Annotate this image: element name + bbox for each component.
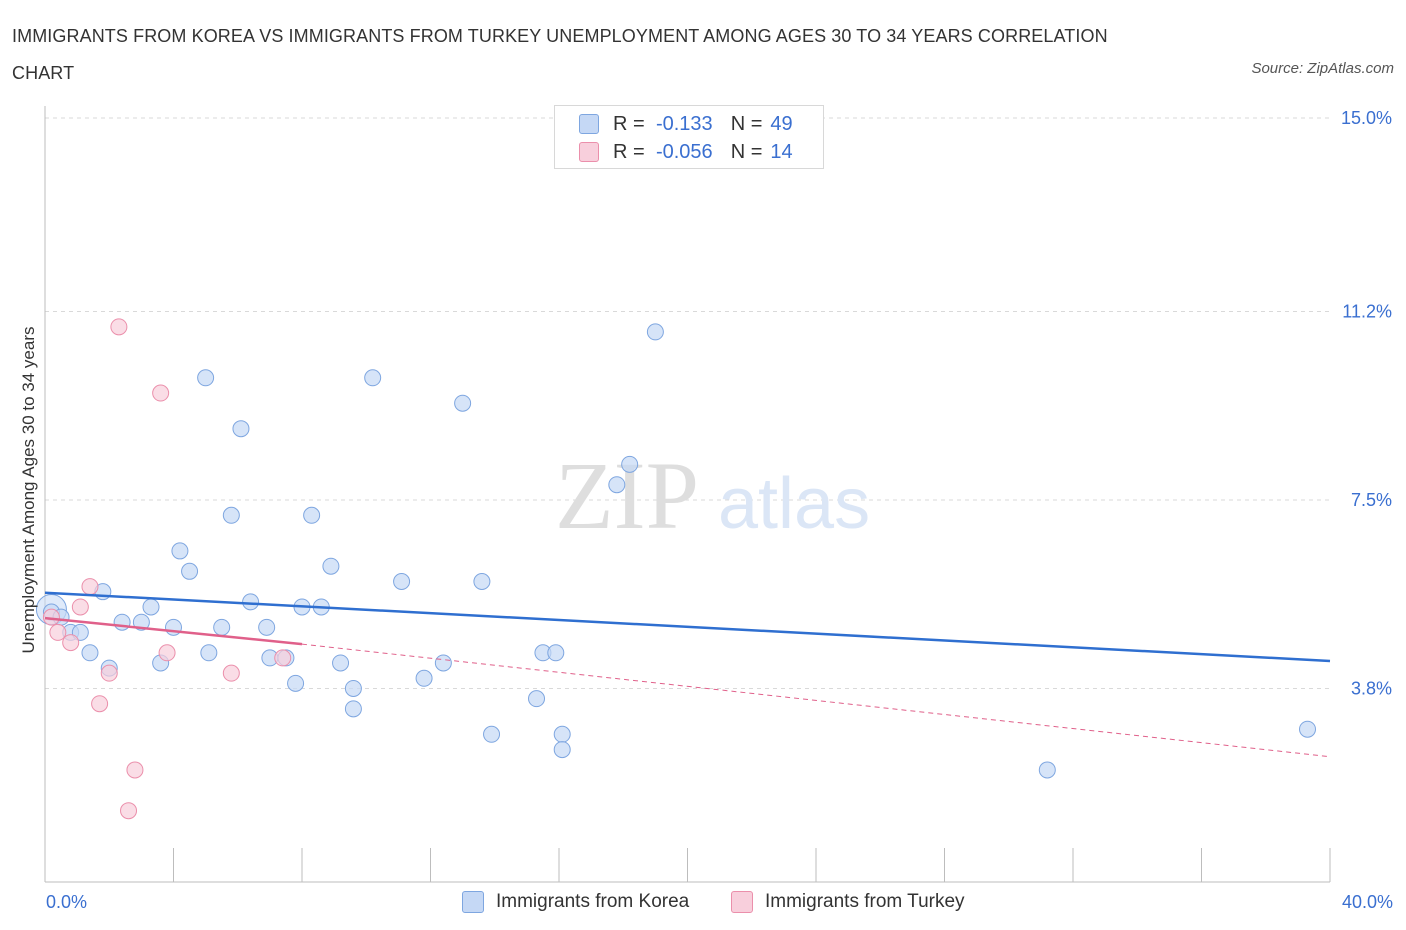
y-tick-label: 7.5% xyxy=(1351,490,1392,510)
korea-point xyxy=(303,506,321,524)
turkey-point xyxy=(152,384,170,402)
korea-point xyxy=(344,700,362,718)
turkey-trend-line xyxy=(44,616,303,646)
korea-point xyxy=(287,674,305,692)
y-tick-label: 15.0% xyxy=(1341,108,1392,128)
y-tick-label: 11.2% xyxy=(1342,302,1392,322)
chart-title: IMMIGRANTS FROM KOREA VS IMMIGRANTS FROM… xyxy=(12,26,1108,83)
legend-n-value: 49 xyxy=(770,112,793,135)
data-points xyxy=(35,318,1317,820)
legend-n-value: 14 xyxy=(770,140,793,163)
turkey-point xyxy=(49,623,67,641)
y-axis-label-wrap: Unemployment Among Ages 30 to 34 years xyxy=(14,290,44,690)
korea-point xyxy=(646,323,664,341)
korea-point xyxy=(454,394,472,412)
bottom-legend-label-turkey: Immigrants from Turkey xyxy=(765,891,965,912)
turkey-point xyxy=(62,634,80,652)
korea-point xyxy=(181,562,199,580)
axes xyxy=(44,106,1331,883)
turkey-point xyxy=(274,649,292,667)
korea-point xyxy=(528,690,546,708)
korea-point xyxy=(113,613,131,631)
korea-point xyxy=(553,741,571,759)
watermark: ZIP atlas xyxy=(555,442,870,549)
correlation-legend: R = -0.133 N = 49 R = -0.056 N = 14 xyxy=(554,105,824,169)
korea-point xyxy=(415,669,433,687)
korea-point xyxy=(553,725,571,743)
korea-point xyxy=(621,455,639,473)
legend-n-label: N = xyxy=(730,112,763,135)
watermark-atlas: atlas xyxy=(718,464,870,544)
korea-point xyxy=(222,506,240,524)
korea-point xyxy=(547,644,565,662)
turkey-point xyxy=(81,578,99,596)
korea-point xyxy=(483,725,501,743)
korea-point xyxy=(242,593,260,611)
turkey-point xyxy=(120,802,138,820)
turkey-point xyxy=(42,608,60,626)
y-tick-label: 3.8% xyxy=(1351,678,1392,698)
trend-lines xyxy=(44,591,1331,758)
bottom-legend-swatch-korea xyxy=(462,891,484,913)
legend-r-value: -0.056 xyxy=(655,140,713,163)
y-axis-label: Unemployment Among Ages 30 to 34 years xyxy=(19,326,38,654)
legend-swatch-korea xyxy=(579,114,599,134)
legend-r-value: -0.133 xyxy=(655,112,713,135)
korea-point xyxy=(364,369,382,387)
bottom-legend-korea: Immigrants from Korea xyxy=(462,888,689,916)
korea-point xyxy=(213,618,231,636)
korea-point xyxy=(332,654,350,672)
korea-point xyxy=(171,542,189,560)
turkey-point xyxy=(71,598,89,616)
legend-r-label: R = xyxy=(613,140,645,163)
korea-point xyxy=(1299,720,1317,738)
korea-point xyxy=(258,618,276,636)
turkey-point xyxy=(222,664,240,682)
legend-swatch-turkey xyxy=(579,142,599,162)
turkey-point xyxy=(100,664,118,682)
legend-row-korea: R = -0.133 N = 49 xyxy=(579,110,793,138)
korea-point xyxy=(197,369,215,387)
legend-n-label: N = xyxy=(730,140,763,163)
turkey-point xyxy=(158,644,176,662)
korea-point xyxy=(393,572,411,590)
korea-point xyxy=(344,679,362,697)
x-tick-label-min: 0.0% xyxy=(46,892,87,912)
bottom-legend-turkey: Immigrants from Turkey xyxy=(731,888,965,916)
korea-point xyxy=(200,644,218,662)
korea-point xyxy=(322,557,340,575)
korea-point xyxy=(81,644,99,662)
tick-labels: 3.8% 7.5% 11.2% 15.0% 0.0% 40.0% xyxy=(46,108,1393,912)
bottom-legend-label-korea: Immigrants from Korea xyxy=(496,891,690,912)
legend-r-label: R = xyxy=(613,112,645,135)
source-label: Source: ZipAtlas.com xyxy=(1251,60,1394,77)
turkey-point xyxy=(110,318,128,336)
korea-point xyxy=(473,572,491,590)
korea-point xyxy=(1038,761,1056,779)
korea-trend-line xyxy=(44,591,1331,663)
turkey-point xyxy=(91,695,109,713)
x-tick-label-max: 40.0% xyxy=(1342,892,1393,912)
korea-point xyxy=(608,476,626,494)
legend-row-turkey: R = -0.056 N = 14 xyxy=(579,138,793,166)
korea-point xyxy=(434,654,452,672)
korea-point xyxy=(142,598,160,616)
korea-point xyxy=(232,420,250,438)
turkey-trend-line xyxy=(301,643,1331,758)
turkey-point xyxy=(126,761,144,779)
bottom-legend-swatch-turkey xyxy=(731,891,753,913)
korea-point xyxy=(132,613,150,631)
